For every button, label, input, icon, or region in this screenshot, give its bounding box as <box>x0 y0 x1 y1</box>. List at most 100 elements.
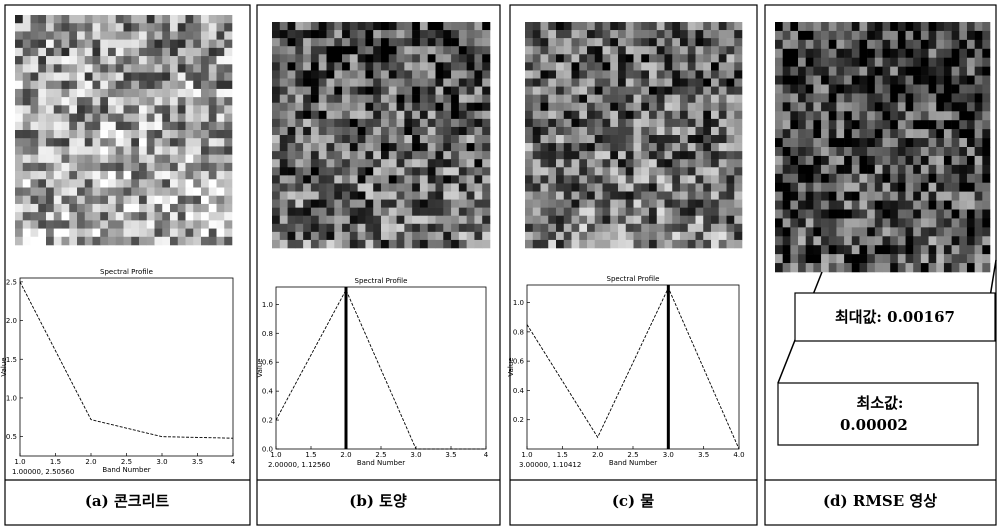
pixel <box>852 254 860 263</box>
pixel <box>867 236 875 245</box>
pixel <box>272 240 280 248</box>
pixel <box>116 31 124 40</box>
pixel <box>967 165 975 174</box>
pixel <box>798 156 806 165</box>
pixel <box>334 79 342 87</box>
pixel <box>23 171 31 180</box>
pixel <box>967 85 975 94</box>
pixel <box>890 138 898 147</box>
pixel <box>451 135 459 143</box>
pixel <box>688 62 696 70</box>
pixel <box>711 127 719 135</box>
pixel <box>381 135 389 143</box>
pixel <box>482 143 490 151</box>
pixel <box>85 89 93 98</box>
pixel <box>641 30 649 38</box>
y-tick-label: 0.0 <box>262 446 273 454</box>
pixel <box>906 31 914 40</box>
pixel <box>459 192 467 200</box>
pixel <box>295 240 303 248</box>
pixel <box>852 192 860 201</box>
pixel <box>342 232 350 240</box>
pixel <box>959 147 967 156</box>
pixel <box>806 218 814 227</box>
pixel <box>875 192 883 201</box>
pixel <box>959 165 967 174</box>
pixel <box>77 23 85 32</box>
pixel <box>381 62 389 70</box>
pixel <box>579 62 587 70</box>
pixel <box>412 167 420 175</box>
pixel <box>23 64 31 73</box>
pixel <box>727 183 735 191</box>
pixel <box>420 151 428 159</box>
pixel <box>350 240 358 248</box>
pixel <box>783 129 791 138</box>
pixel <box>790 254 798 263</box>
pixel <box>303 208 311 216</box>
pixel <box>334 135 342 143</box>
pixel <box>806 254 814 263</box>
pixel <box>711 87 719 95</box>
pixel <box>626 95 634 103</box>
pixel <box>921 165 929 174</box>
pixel <box>69 163 77 172</box>
pixel <box>936 201 944 210</box>
pixel <box>867 138 875 147</box>
pixel <box>929 138 937 147</box>
pixel <box>821 138 829 147</box>
pixel <box>541 62 549 70</box>
pixel <box>572 30 580 38</box>
pixel <box>15 122 23 131</box>
pixel <box>139 114 147 123</box>
pixel <box>459 103 467 111</box>
pixel <box>867 183 875 192</box>
pixel <box>844 138 852 147</box>
pixel <box>467 119 475 127</box>
pixel <box>579 240 587 248</box>
pixel <box>295 232 303 240</box>
pixel <box>875 201 883 210</box>
pixel <box>46 171 54 180</box>
pixel <box>209 138 217 147</box>
pixel <box>711 119 719 127</box>
pixel <box>610 224 618 232</box>
pixel <box>186 114 194 123</box>
pixel <box>579 119 587 127</box>
pixel <box>193 23 201 32</box>
caption: (c) 물 <box>612 492 655 510</box>
pixel <box>806 165 814 174</box>
pixel <box>836 49 844 58</box>
pixel <box>883 31 891 40</box>
pixel <box>541 87 549 95</box>
pixel <box>657 119 665 127</box>
pixel <box>829 76 837 85</box>
pixel <box>790 245 798 254</box>
pixel <box>634 62 642 70</box>
pixel <box>890 165 898 174</box>
pixel <box>217 212 225 221</box>
pixel <box>727 95 735 103</box>
pixel <box>719 119 727 127</box>
footer: 1.00000, 2.50560 <box>12 468 74 476</box>
pixel <box>193 171 201 180</box>
pixel <box>288 127 296 135</box>
pixel <box>952 174 960 183</box>
pixel <box>626 46 634 54</box>
pixel <box>921 236 929 245</box>
pixel <box>711 167 719 175</box>
pixel <box>696 70 704 78</box>
pixel <box>906 156 914 165</box>
pixel <box>587 135 595 143</box>
pixel <box>641 175 649 183</box>
pixel <box>821 174 829 183</box>
pixel <box>474 103 482 111</box>
pixel <box>193 130 201 139</box>
pixel <box>875 227 883 236</box>
pixel <box>38 105 46 114</box>
pixel <box>420 232 428 240</box>
pixel <box>272 87 280 95</box>
pixel <box>459 54 467 62</box>
pixel <box>443 167 451 175</box>
pixel <box>821 263 829 272</box>
